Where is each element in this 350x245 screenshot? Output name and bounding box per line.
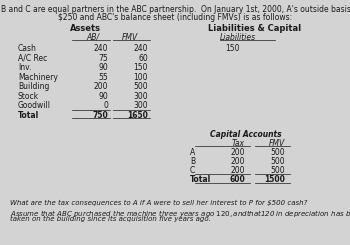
Text: 150: 150 bbox=[133, 63, 148, 72]
Text: Stock: Stock bbox=[18, 91, 39, 100]
Text: 60: 60 bbox=[138, 53, 148, 62]
Text: 200: 200 bbox=[231, 148, 245, 157]
Text: FMV: FMV bbox=[269, 139, 285, 148]
Text: 90: 90 bbox=[98, 91, 108, 100]
Text: Inv.: Inv. bbox=[18, 63, 32, 72]
Text: Liabilities & Capital: Liabilities & Capital bbox=[209, 24, 302, 33]
Text: 90: 90 bbox=[98, 63, 108, 72]
Text: 300: 300 bbox=[133, 101, 148, 110]
Text: 100: 100 bbox=[133, 73, 148, 82]
Text: Building: Building bbox=[18, 82, 49, 91]
Text: 500: 500 bbox=[270, 157, 285, 166]
Text: 55: 55 bbox=[98, 73, 108, 82]
Text: 75: 75 bbox=[98, 53, 108, 62]
Text: Assume that ABC purchased the machine three years ago $120, and that $120 in dep: Assume that ABC purchased the machine th… bbox=[10, 208, 350, 219]
Text: 500: 500 bbox=[270, 148, 285, 157]
Text: FMV: FMV bbox=[122, 33, 138, 42]
Text: Goodwill: Goodwill bbox=[18, 101, 51, 110]
Text: taken on the building since its acquisition five years ago.: taken on the building since its acquisit… bbox=[10, 216, 211, 222]
Text: 600: 600 bbox=[229, 175, 245, 184]
Text: 150: 150 bbox=[225, 44, 239, 53]
Text: A/C Rec: A/C Rec bbox=[18, 53, 47, 62]
Text: $250 and ABC's balance sheet (including FMVs) is as follows:: $250 and ABC's balance sheet (including … bbox=[58, 13, 292, 22]
Text: 300: 300 bbox=[133, 91, 148, 100]
Text: 200: 200 bbox=[93, 82, 108, 91]
Text: 200: 200 bbox=[231, 157, 245, 166]
Text: 500: 500 bbox=[270, 166, 285, 175]
Text: Assets: Assets bbox=[70, 24, 100, 33]
Text: 240: 240 bbox=[133, 44, 148, 53]
Text: 240: 240 bbox=[93, 44, 108, 53]
Text: 1500: 1500 bbox=[264, 175, 285, 184]
Text: 0: 0 bbox=[103, 101, 108, 110]
Text: A, B and C are equal partners in the ABC partnership.  On January 1st, 2000, A's: A, B and C are equal partners in the ABC… bbox=[0, 5, 350, 14]
Text: Machinery: Machinery bbox=[18, 73, 58, 82]
Text: Total: Total bbox=[18, 110, 39, 120]
Text: Capital Accounts: Capital Accounts bbox=[210, 130, 282, 139]
Text: 750: 750 bbox=[92, 110, 108, 120]
Text: Cash: Cash bbox=[18, 44, 37, 53]
Text: What are the tax consequences to A if A were to sell her interest to P for $500 : What are the tax consequences to A if A … bbox=[10, 200, 307, 206]
Text: A: A bbox=[190, 148, 195, 157]
Text: Liabilities: Liabilities bbox=[220, 33, 256, 42]
Text: AB/: AB/ bbox=[86, 33, 99, 42]
Text: 1650: 1650 bbox=[127, 110, 148, 120]
Text: Tax: Tax bbox=[232, 139, 245, 148]
Text: Total: Total bbox=[190, 175, 211, 184]
Text: 500: 500 bbox=[133, 82, 148, 91]
Text: B: B bbox=[190, 157, 195, 166]
Text: 200: 200 bbox=[231, 166, 245, 175]
Text: C: C bbox=[190, 166, 195, 175]
